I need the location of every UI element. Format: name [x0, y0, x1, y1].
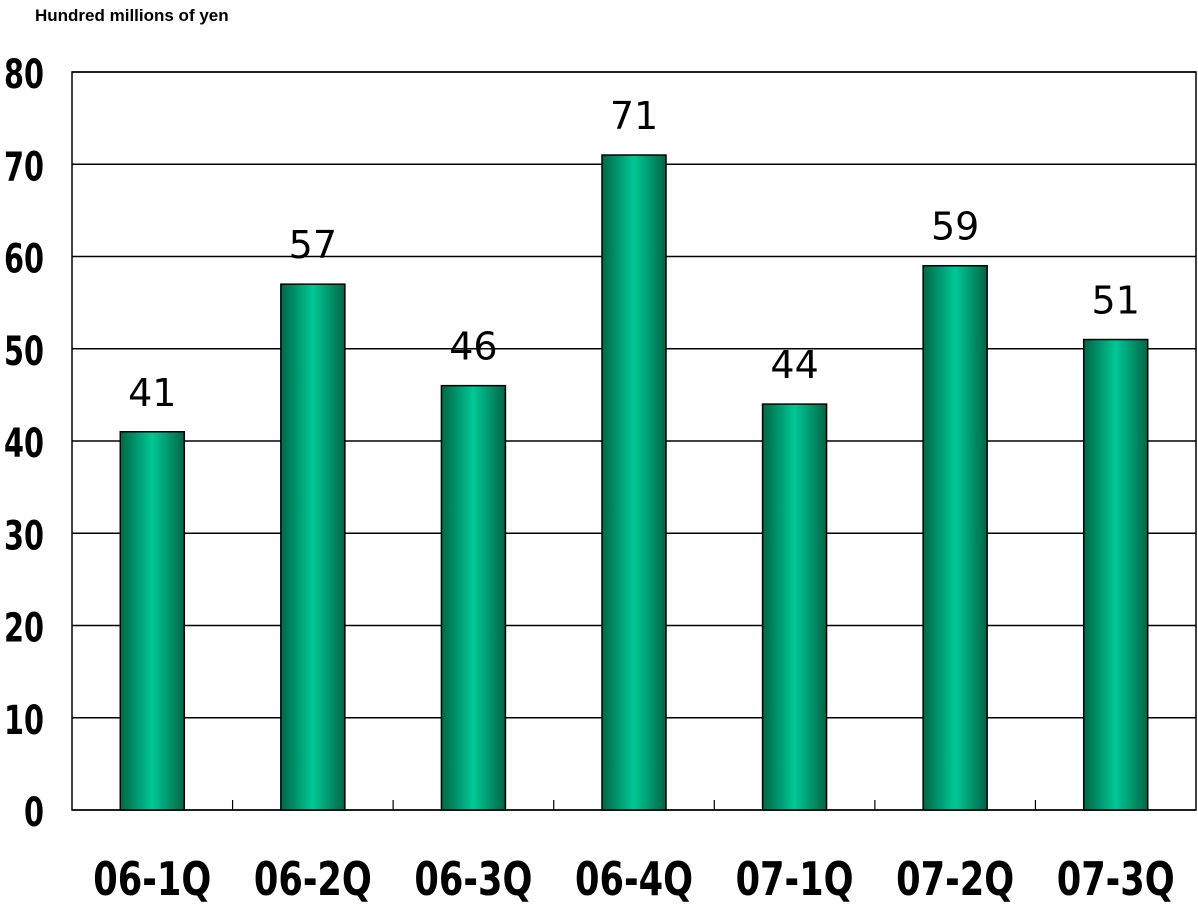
- y-tick-label: 20: [4, 606, 44, 652]
- y-tick-label: 60: [4, 237, 44, 283]
- y-axis-unit-label: Hundred millions of yen: [35, 6, 229, 25]
- bar: [440, 384, 507, 811]
- bar-value-label: 41: [128, 371, 176, 415]
- y-tick-label: 30: [4, 513, 44, 559]
- x-tick-label: 06-3Q: [414, 852, 532, 904]
- plot-area: 0 10 20 30 40 50 60 70 80 41 06-1Q 57 06-2Q 46 06-3Q 71…: [4, 52, 1197, 904]
- bar: [761, 403, 828, 811]
- y-tick-label: 70: [4, 144, 44, 190]
- y-tick-label: 10: [4, 698, 44, 744]
- bar: [119, 431, 186, 811]
- y-tick-label: 40: [4, 421, 44, 467]
- x-tick-label: 06-1Q: [93, 852, 211, 904]
- y-tick-label: 0: [24, 790, 44, 836]
- x-tick-label: 06-4Q: [575, 852, 693, 904]
- bar-value-label: 51: [1092, 279, 1140, 323]
- bar: [280, 283, 346, 811]
- x-tick-label: 07-3Q: [1057, 852, 1175, 904]
- bar-value-label: 57: [289, 223, 337, 267]
- bar-value-label: 44: [770, 343, 818, 387]
- bar: [922, 264, 988, 811]
- bar-value-label: 59: [931, 205, 979, 249]
- x-tick-label: 07-1Q: [736, 852, 854, 904]
- y-tick-label: 50: [4, 329, 44, 375]
- bar: [601, 154, 667, 811]
- x-tick-label: 06-2Q: [254, 852, 372, 904]
- bar-value-label: 46: [449, 325, 497, 369]
- bar-value-label: 71: [610, 94, 658, 138]
- y-tick-label: 80: [4, 52, 44, 98]
- bar: [1082, 338, 1149, 811]
- x-tick-label: 07-2Q: [896, 852, 1014, 904]
